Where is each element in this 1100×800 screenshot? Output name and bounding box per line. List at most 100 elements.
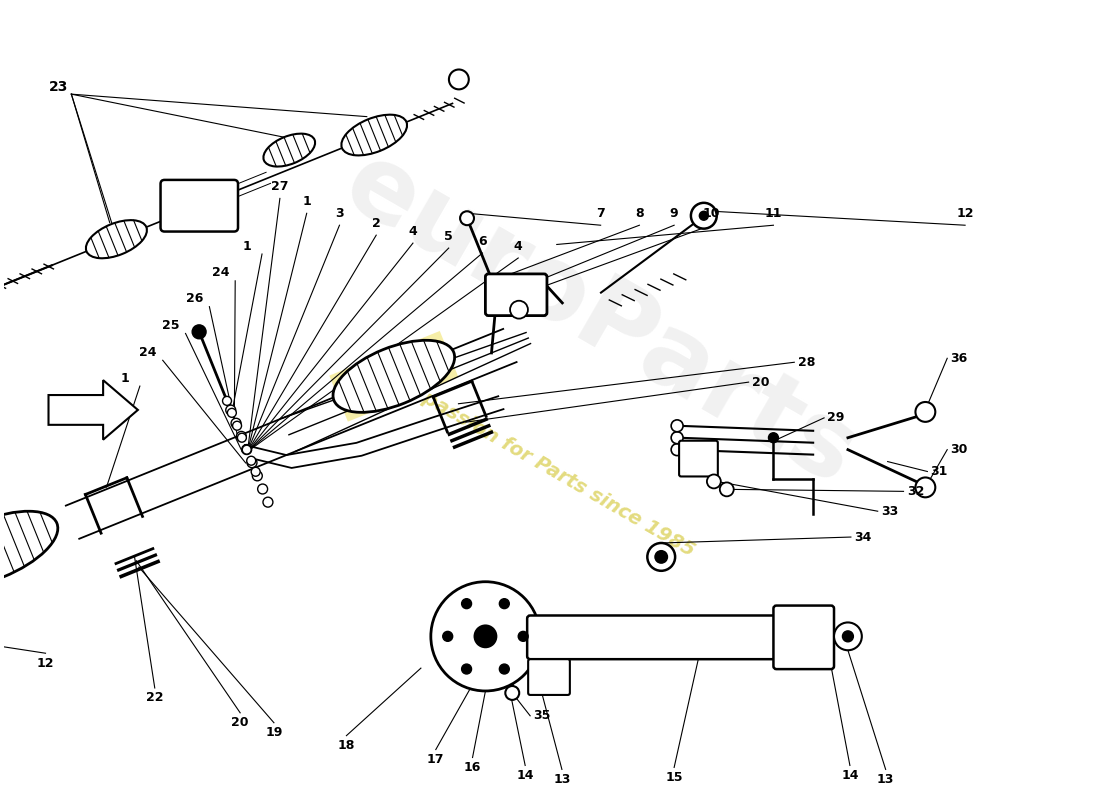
Circle shape (654, 550, 668, 564)
Circle shape (915, 478, 935, 498)
Circle shape (510, 301, 528, 318)
Text: 2: 2 (372, 217, 381, 230)
Text: 31: 31 (931, 465, 948, 478)
Circle shape (505, 686, 519, 700)
Text: 8: 8 (635, 207, 643, 220)
Circle shape (231, 418, 241, 428)
Text: 10: 10 (702, 207, 719, 220)
Text: 28: 28 (798, 356, 815, 369)
Circle shape (242, 445, 252, 454)
Circle shape (222, 397, 231, 406)
Text: 4: 4 (514, 239, 522, 253)
Circle shape (192, 325, 206, 338)
Text: 23: 23 (48, 80, 68, 94)
Text: 16: 16 (464, 761, 481, 774)
Ellipse shape (86, 220, 147, 258)
Circle shape (843, 631, 854, 642)
Circle shape (473, 625, 497, 648)
Text: 25: 25 (162, 319, 179, 332)
Text: 33: 33 (881, 505, 899, 518)
FancyBboxPatch shape (161, 180, 238, 231)
Circle shape (242, 446, 251, 454)
FancyBboxPatch shape (527, 615, 781, 659)
Text: 18: 18 (338, 739, 355, 752)
Circle shape (671, 444, 683, 456)
Circle shape (251, 467, 260, 476)
Polygon shape (48, 380, 138, 440)
Circle shape (236, 431, 246, 442)
Text: a passion for Parts since 1985: a passion for Parts since 1985 (402, 378, 698, 561)
Circle shape (248, 458, 257, 468)
Circle shape (834, 622, 861, 650)
Text: 36: 36 (950, 352, 968, 365)
Circle shape (449, 70, 469, 90)
FancyBboxPatch shape (679, 441, 718, 477)
Text: euroParts: euroParts (326, 133, 873, 508)
Circle shape (499, 598, 509, 609)
Text: 13: 13 (553, 773, 571, 786)
Text: 3: 3 (336, 207, 344, 220)
Circle shape (431, 582, 540, 691)
Circle shape (671, 432, 683, 444)
Circle shape (238, 434, 246, 442)
Circle shape (462, 598, 472, 609)
Ellipse shape (333, 340, 454, 412)
Text: 14: 14 (516, 769, 534, 782)
Text: 15: 15 (666, 771, 683, 784)
Ellipse shape (341, 114, 407, 155)
Text: 9: 9 (670, 207, 679, 220)
Circle shape (228, 408, 236, 418)
Text: 22: 22 (146, 691, 164, 705)
Text: 4: 4 (408, 225, 417, 238)
FancyBboxPatch shape (528, 659, 570, 695)
Circle shape (462, 664, 472, 674)
Text: 32: 32 (906, 485, 924, 498)
FancyBboxPatch shape (485, 274, 547, 316)
Text: 24: 24 (211, 266, 229, 279)
Circle shape (232, 422, 242, 430)
Circle shape (518, 631, 528, 642)
Polygon shape (329, 331, 459, 422)
Text: 1: 1 (243, 239, 252, 253)
Text: 19: 19 (265, 726, 283, 739)
Circle shape (671, 420, 683, 432)
Text: 24: 24 (139, 346, 156, 359)
Text: 5: 5 (444, 230, 453, 242)
Text: 27: 27 (271, 180, 288, 193)
Text: 11: 11 (764, 207, 782, 220)
Text: 17: 17 (427, 753, 444, 766)
Ellipse shape (0, 511, 58, 587)
Text: 1: 1 (302, 195, 311, 208)
Text: 29: 29 (827, 411, 845, 424)
Circle shape (769, 433, 779, 442)
Text: 12: 12 (36, 657, 54, 670)
Circle shape (257, 484, 267, 494)
Circle shape (719, 482, 734, 496)
Circle shape (499, 664, 509, 674)
Text: 7: 7 (596, 207, 605, 220)
Circle shape (246, 456, 255, 465)
FancyBboxPatch shape (773, 606, 834, 669)
Text: 1: 1 (121, 372, 130, 385)
Text: 26: 26 (186, 292, 204, 306)
Circle shape (252, 471, 262, 481)
Text: 20: 20 (751, 376, 769, 389)
Circle shape (700, 211, 708, 220)
Circle shape (691, 203, 717, 229)
Circle shape (263, 497, 273, 507)
Text: 12: 12 (956, 207, 974, 220)
Text: 30: 30 (950, 443, 968, 456)
Circle shape (707, 474, 721, 488)
Text: 34: 34 (854, 530, 871, 543)
Ellipse shape (263, 134, 315, 166)
Circle shape (460, 211, 474, 225)
Circle shape (915, 402, 935, 422)
Text: 14: 14 (842, 769, 859, 782)
Text: 35: 35 (534, 710, 551, 722)
Text: 13: 13 (877, 773, 894, 786)
Text: 6: 6 (478, 234, 487, 248)
Text: 20: 20 (231, 716, 249, 730)
Circle shape (226, 405, 235, 415)
Circle shape (442, 631, 453, 642)
Circle shape (647, 543, 675, 571)
